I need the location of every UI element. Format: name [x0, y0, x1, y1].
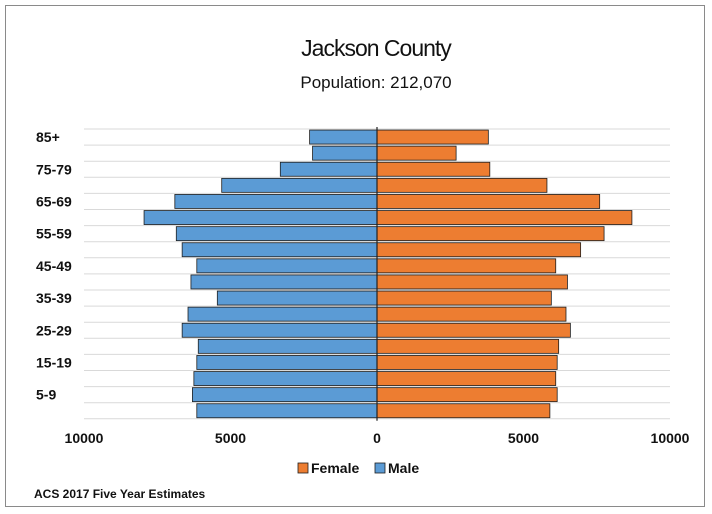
- male-bar-30-34: [187, 306, 378, 322]
- footnote: ACS 2017 Five Year Estimates: [34, 487, 206, 501]
- female-bar-55-59: [376, 226, 605, 242]
- y-tick-label: 15-19: [36, 354, 72, 370]
- x-tick-label: 5000: [215, 430, 246, 446]
- y-tick-label: 25-29: [36, 322, 72, 338]
- male-bar-45-49: [196, 258, 378, 274]
- x-axis-labels: 10000 5000 0 5000 10000: [65, 430, 690, 446]
- female-bar-5-9: [376, 387, 558, 403]
- female-bar-0-4: [376, 403, 551, 419]
- x-tick-label: 10000: [65, 430, 104, 446]
- male-bar-25-29: [181, 322, 378, 338]
- male-bar-70-74: [221, 177, 378, 193]
- female-bars: [376, 129, 633, 419]
- x-tick-label: 5000: [508, 430, 539, 446]
- female-bar-80-84: [376, 145, 457, 161]
- x-tick-label: 0: [373, 430, 381, 446]
- female-bar-60-64: [376, 210, 633, 225]
- y-tick-label: 45-49: [36, 258, 72, 274]
- female-bar-10-14: [376, 371, 557, 386]
- male-bar-55-59: [175, 226, 378, 242]
- legend-swatch-male: [374, 462, 386, 474]
- legend-swatch-female: [297, 462, 309, 474]
- female-bar-20-24: [376, 338, 560, 354]
- female-bar-75-79: [376, 161, 491, 177]
- male-bar-15-19: [196, 355, 378, 370]
- male-bar-0-4: [196, 403, 378, 419]
- x-tick-label: 10000: [651, 430, 690, 446]
- female-bar-35-39: [376, 290, 552, 306]
- y-tick-label: 65-69: [36, 193, 72, 209]
- female-bar-65-69: [376, 194, 601, 209]
- female-bar-70-74: [376, 177, 548, 193]
- male-bar-20-24: [197, 338, 378, 354]
- male-bar-10-14: [193, 371, 378, 386]
- legend: Female Male: [297, 460, 419, 476]
- population-pyramid-chart: Jackson County Population: 212,070 85+ 75…: [34, 35, 690, 501]
- chart-frame: Jackson County Population: 212,070 85+ 75…: [5, 5, 705, 507]
- female-bar-30-34: [376, 306, 567, 322]
- chart-subtitle: Population: 212,070: [300, 73, 451, 92]
- male-bar-65-69: [174, 194, 378, 209]
- y-tick-label: 75-79: [36, 161, 72, 177]
- male-bar-40-44: [190, 274, 378, 290]
- y-tick-label: 35-39: [36, 290, 72, 306]
- chart-title: Jackson County: [301, 35, 452, 61]
- female-bar-45-49: [376, 258, 557, 274]
- male-bar-35-39: [216, 290, 378, 306]
- legend-label-female: Female: [311, 460, 359, 476]
- legend-label-male: Male: [388, 460, 419, 476]
- male-bar-5-9: [192, 387, 378, 403]
- female-bar-25-29: [376, 322, 571, 338]
- y-tick-label: 5-9: [36, 387, 56, 403]
- male-bar-60-64: [143, 210, 378, 225]
- male-bar-75-79: [279, 161, 378, 177]
- y-tick-label: 85+: [36, 129, 60, 145]
- female-bar-15-19: [376, 355, 558, 370]
- male-bars: [143, 129, 378, 419]
- male-bar-85+: [309, 129, 378, 145]
- female-bar-85+: [376, 129, 489, 145]
- male-bar-80-84: [312, 145, 378, 161]
- female-bar-40-44: [376, 274, 568, 290]
- male-bar-50-54: [181, 242, 378, 258]
- y-tick-label: 55-59: [36, 226, 72, 242]
- y-axis-labels: 85+ 75-79 65-69 55-59 45-49 35-39 25-29 15-19 5-…: [36, 129, 72, 403]
- female-bar-50-54: [376, 242, 582, 258]
